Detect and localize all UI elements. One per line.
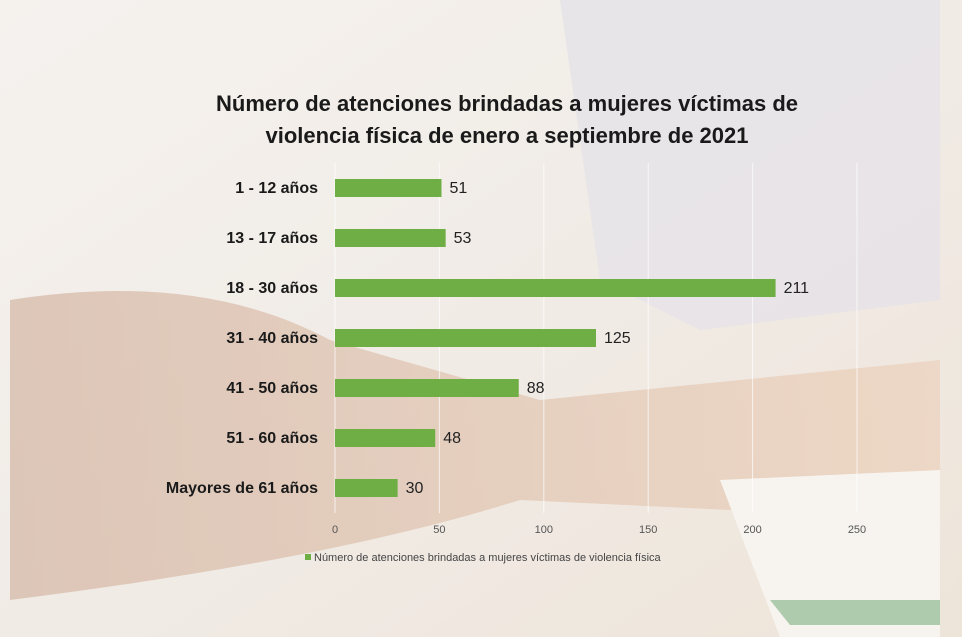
data-label: 48 — [443, 430, 461, 447]
data-label: 211 — [784, 280, 810, 297]
x-tick-label: 200 — [743, 524, 761, 536]
x-tick-label: 0 — [332, 524, 338, 536]
bar — [335, 479, 398, 497]
y-tick-label: 13 - 17 años — [226, 230, 318, 247]
legend-label: Número de atenciones brindadas a mujeres… — [314, 552, 662, 564]
y-tick-label: 18 - 30 años — [226, 280, 318, 297]
legend-swatch — [305, 554, 311, 560]
y-tick-label: 51 - 60 años — [226, 430, 318, 447]
x-tick-label: 50 — [433, 524, 445, 536]
bar — [335, 329, 596, 347]
y-tick-label: 1 - 12 años — [235, 180, 318, 197]
y-tick-label: 31 - 40 años — [226, 330, 318, 347]
data-label: 53 — [454, 230, 472, 247]
data-label: 51 — [449, 180, 467, 197]
bar — [335, 379, 519, 397]
data-label: 88 — [527, 380, 545, 397]
x-tick-label: 250 — [848, 524, 866, 536]
data-label: 125 — [604, 330, 631, 347]
y-tick-label: Mayores de 61 años — [166, 480, 318, 497]
x-tick-label: 100 — [535, 524, 553, 536]
bar — [335, 179, 442, 197]
y-tick-label: 41 - 50 años — [226, 380, 318, 397]
data-label: 30 — [406, 480, 424, 497]
bar — [335, 279, 776, 297]
bar — [335, 229, 446, 247]
bar — [335, 429, 436, 447]
x-tick-label: 150 — [639, 524, 657, 536]
chart-title: Número de atenciones brindadas a mujeres… — [216, 91, 798, 148]
